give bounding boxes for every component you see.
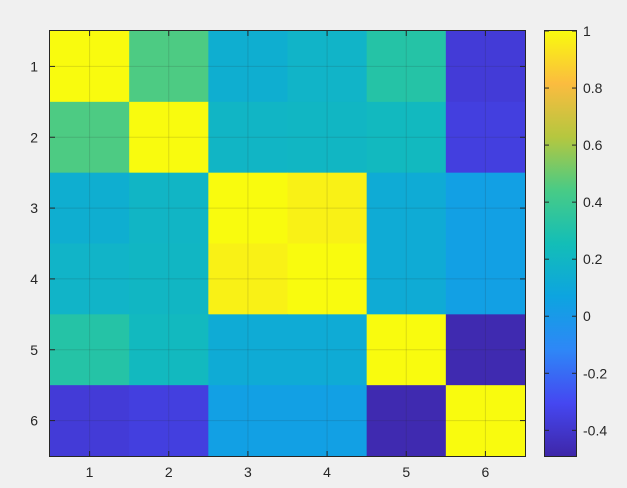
- y-axis: 1 2 3 4 5 6: [30, 58, 525, 429]
- heatmap-cell-r3-c4: [287, 172, 368, 244]
- heatmap-cell-r3-c3: [208, 172, 288, 244]
- heatmap-cell-r5-c1: [50, 314, 130, 386]
- plot-frame: [49, 30, 526, 457]
- heatmap-cell-r5-c2: [129, 314, 209, 386]
- heatmap-cell-r5-c5: [366, 314, 447, 386]
- colorbar-tick-label: -0.4: [583, 422, 607, 438]
- heatmap-cell-r4-c6: [445, 243, 526, 315]
- heatmap-cell-r3-c6: [445, 172, 526, 244]
- heatmap-cells: [50, 31, 526, 457]
- colorbar-tick-label: 0: [583, 308, 591, 324]
- heatmap-cell-r2-c3: [208, 101, 288, 174]
- heatmap-cell-r3-c5: [366, 172, 447, 244]
- heatmap-cell-r2-c5: [366, 101, 447, 174]
- y-tick-label: 4: [30, 271, 38, 287]
- heatmap-cell-r1-c5: [366, 31, 447, 103]
- heatmap-cell-r1-c4: [287, 31, 368, 103]
- x-tick-label: 5: [402, 464, 410, 480]
- heatmap-cell-r4-c1: [50, 243, 130, 315]
- y-tick-label: 1: [30, 58, 38, 74]
- heatmap-cell-r5-c6: [445, 314, 526, 386]
- heatmap-cell-r1-c6: [445, 31, 526, 103]
- heatmap-cell-r5-c3: [208, 314, 288, 386]
- heatmap-cell-r6-c5: [366, 385, 447, 457]
- heatmap-cell-r4-c3: [208, 243, 288, 315]
- y-tick-label: 6: [30, 413, 38, 429]
- heatmap-cell-r1-c3: [208, 31, 288, 103]
- heatmap-cell-r6-c1: [50, 385, 130, 457]
- colorbar-tick-label: 0.4: [583, 194, 603, 210]
- heatmap-cell-r6-c6: [445, 385, 526, 457]
- x-tick-label: 4: [323, 464, 331, 480]
- y-tick-label: 2: [30, 129, 38, 145]
- colorbar-tick-label: 0.2: [583, 251, 603, 267]
- x-tick-label: 3: [244, 464, 252, 480]
- heatmap-cell-r3-c1: [50, 172, 130, 244]
- grid-lines: [50, 31, 525, 456]
- y-tick-label: 3: [30, 200, 38, 216]
- colorbar-tick-label: 0.8: [583, 80, 603, 96]
- heatmap-cell-r1-c2: [129, 31, 209, 103]
- x-tick-label: 6: [482, 464, 490, 480]
- heatmap-cell-r6-c2: [129, 385, 209, 457]
- y-tick-label: 5: [30, 342, 38, 358]
- heatmap-cell-r3-c2: [129, 172, 209, 244]
- colorbar: [544, 30, 577, 457]
- heatmap-cell-r2-c2: [129, 101, 209, 174]
- heatmap-cell-r2-c1: [50, 101, 130, 174]
- heatmap-cell-r5-c4: [287, 314, 368, 386]
- colorbar-axis: 1 0.8 0.6 0.4 0.2 0 -0.2 -0.4: [545, 23, 607, 438]
- heatmap-cell-r6-c4: [287, 385, 368, 457]
- heatmap-cell-r1-c1: [50, 31, 130, 103]
- colorbar-tick-label: -0.2: [583, 365, 607, 381]
- heatmap-cell-r2-c4: [287, 101, 368, 174]
- colorbar-tick-label: 0.6: [583, 137, 603, 153]
- heatmap-cell-r4-c4: [287, 243, 368, 315]
- x-tick-label: 2: [165, 464, 173, 480]
- x-tick-label: 1: [86, 464, 94, 480]
- heatmap-cell-r4-c5: [366, 243, 447, 315]
- heatmap-cell-r6-c3: [208, 385, 288, 457]
- heatmap-cell-r2-c6: [445, 101, 526, 174]
- heatmap-cell-r4-c2: [129, 243, 209, 315]
- colorbar-tick-label: 1: [583, 23, 591, 39]
- x-axis: 1 2 3 4 5 6: [86, 31, 490, 480]
